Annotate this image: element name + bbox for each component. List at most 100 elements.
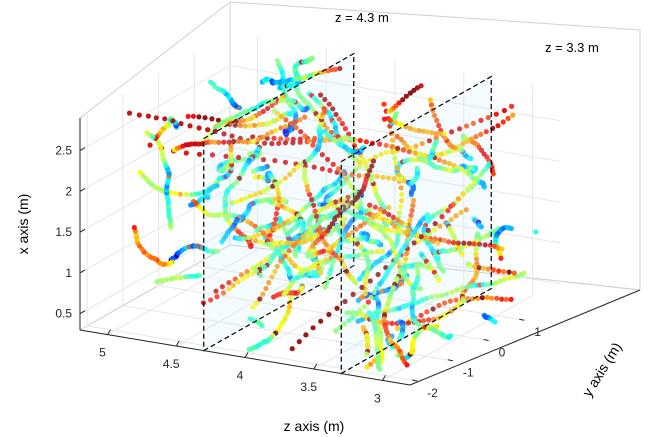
trajectory-point <box>244 117 250 123</box>
trajectory-point <box>178 274 184 281</box>
trajectory-point <box>257 239 264 245</box>
trajectory-point <box>391 176 397 182</box>
trajectory-point <box>362 290 368 296</box>
trajectory-point <box>322 137 328 144</box>
trajectory-point <box>374 173 380 180</box>
trajectory-point <box>470 296 476 302</box>
trajectory-point <box>434 323 440 329</box>
trajectory-point <box>501 269 507 275</box>
trajectory-point <box>144 130 150 136</box>
trajectory-point <box>485 266 491 272</box>
trajectory-point <box>413 143 419 149</box>
trajectory-point <box>478 131 484 137</box>
trajectory-point <box>436 302 442 309</box>
trajectory-point <box>337 65 343 72</box>
trajectory-point <box>333 328 339 334</box>
trajectory-point <box>394 325 401 332</box>
trajectory-point <box>269 102 275 108</box>
trajectory-point <box>362 160 368 166</box>
trajectory-point <box>434 117 440 123</box>
trajectory-point <box>436 157 442 163</box>
trajectory-point <box>264 135 270 141</box>
trajectory-point <box>296 265 302 271</box>
trajectory-point <box>355 297 362 303</box>
trajectory-point <box>476 265 482 271</box>
trajectory-point <box>521 270 527 276</box>
trajectory-point <box>420 318 427 324</box>
trajectory-point <box>389 144 395 150</box>
trajectory-point <box>351 143 357 149</box>
trajectory-point <box>419 297 425 303</box>
trajectory-point <box>318 318 324 324</box>
trajectory-point <box>331 227 337 233</box>
trajectory-point <box>286 304 293 310</box>
trajectory-point <box>221 131 227 137</box>
trajectory-point <box>154 279 160 285</box>
trajectory-point <box>492 319 498 325</box>
trajectory-point <box>479 295 485 301</box>
trajectory-point <box>173 275 179 281</box>
trajectory-point <box>215 117 221 123</box>
trajectory-point <box>459 251 465 257</box>
trajectory-point <box>383 142 389 148</box>
trajectory-point <box>209 116 215 122</box>
z-tick-label: 5 <box>99 346 106 360</box>
trajectory-point <box>398 204 404 210</box>
trajectory-point <box>410 296 416 302</box>
trajectory-point <box>339 121 345 127</box>
trajectory-point <box>228 147 234 153</box>
trajectory-point <box>395 237 401 243</box>
trajectory-point <box>274 58 280 64</box>
trajectory-point <box>468 262 474 268</box>
trajectory-point <box>498 255 504 261</box>
trajectory-point <box>282 140 288 146</box>
trajectory-point <box>398 198 405 204</box>
trajectory-point <box>418 151 424 157</box>
trajectory-point <box>418 83 424 89</box>
trajectory-point <box>404 362 410 368</box>
x-tick-label: 1 <box>65 266 72 280</box>
x-tick-label: 2 <box>65 184 72 198</box>
trajectory-point <box>478 224 484 230</box>
trajectory-point <box>489 295 495 301</box>
trajectory-point <box>309 55 315 61</box>
trajectory-point <box>424 309 430 315</box>
trajectory-point <box>327 167 333 174</box>
trajectory-point <box>220 119 226 125</box>
trajectory-point <box>229 133 235 139</box>
trajectory-point <box>377 141 383 147</box>
trajectory-point <box>434 293 440 299</box>
trajectory-point <box>342 126 348 132</box>
trajectory-point <box>292 252 299 258</box>
trajectory-point <box>460 297 466 303</box>
trajectory-point <box>505 115 511 121</box>
trajectory-point <box>499 296 505 302</box>
trajectory-point <box>177 191 183 197</box>
trajectory-point <box>241 109 247 115</box>
trajectory-point <box>247 123 253 129</box>
trajectory-point <box>364 351 370 357</box>
trajectory-point <box>446 160 452 167</box>
trajectory-point <box>242 156 248 162</box>
trajectory-point <box>419 141 425 147</box>
trajectory-point <box>481 265 487 271</box>
trajectory-point <box>423 295 430 302</box>
trajectory-point <box>381 116 388 122</box>
trajectory-point <box>451 162 457 168</box>
trajectory-point <box>495 123 501 129</box>
grid-line <box>122 93 453 362</box>
trajectory-point <box>433 139 439 145</box>
trajectory-point <box>480 282 486 288</box>
trajectory-point <box>448 217 454 223</box>
trajectory-point <box>389 320 395 326</box>
trajectory-point <box>473 134 479 140</box>
trajectory-point <box>377 366 383 372</box>
trajectory-point <box>453 213 459 219</box>
trajectory-point <box>187 123 193 129</box>
trajectory-point <box>238 172 244 178</box>
grid-line <box>79 65 561 152</box>
trajectory-point <box>209 152 216 158</box>
trajectory-point <box>395 145 401 151</box>
trajectory-point <box>342 216 348 222</box>
trajectory-point <box>394 165 400 172</box>
